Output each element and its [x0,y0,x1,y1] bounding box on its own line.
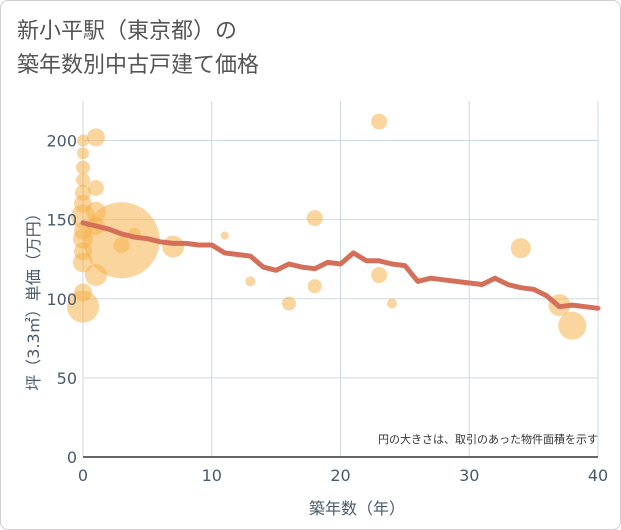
bubble-point [113,236,130,253]
bubble-point [371,267,388,284]
bubble-point [74,283,92,302]
x-axis-title: 築年数（年） [309,499,405,518]
x-tick-label: 40 [588,466,608,485]
bubble-point [76,173,90,188]
bubble-point [306,210,323,227]
y-tick-label: 200 [46,132,77,151]
bubble-point [371,113,388,130]
bubble-size-note: 円の大きさは、取引のあった物件面積を示す [378,432,598,446]
bubble-point [510,238,531,259]
bubble-point [76,160,90,175]
x-tick-label: 0 [78,466,88,485]
bubble-point [162,235,185,258]
bubble-point [558,311,587,340]
axis-ticks: 0 10 20 30 40 0 50 100 150 200 [46,132,608,485]
bubble-point [387,298,397,309]
title-line-2: 築年数別中古戸建て価格 [17,53,260,78]
x-tick-label: 20 [330,466,350,485]
bubble-point [307,279,322,294]
x-tick-label: 30 [459,466,479,485]
y-axis-title: 坪（3.3㎡）単価（万円） [24,205,43,390]
bubble-point [245,276,256,287]
grid-lines [82,101,599,458]
y-tick-label: 0 [67,448,77,467]
bubble-point [75,184,91,201]
bubble-point [86,128,105,147]
y-tick-label: 100 [46,290,77,309]
bubble-point [87,180,104,197]
bubble-series [67,113,587,340]
chart-title: 新小平駅（東京都）の 築年数別中古戸建て価格 [17,15,259,83]
bubble-point [220,231,229,240]
y-tick-label: 150 [46,211,77,230]
bubble-point [282,296,296,311]
y-tick-label: 50 [57,369,77,388]
bubble-point [77,147,89,160]
title-line-1: 新小平駅（東京都）の [17,19,238,44]
x-tick-label: 10 [202,466,222,485]
bubble-point [77,134,89,147]
trend-line [80,220,601,311]
bubble-point [67,290,99,323]
